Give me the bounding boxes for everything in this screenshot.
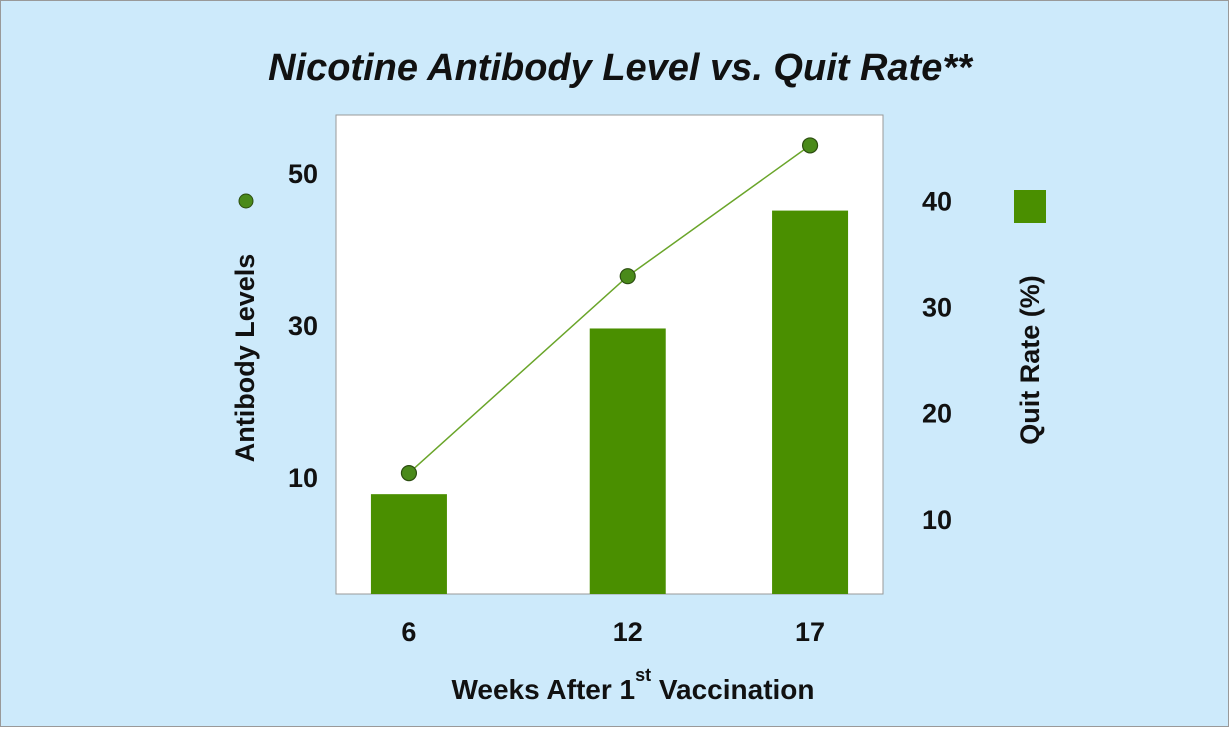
x-label-sup: st xyxy=(635,665,651,685)
y-tick-label: 30 xyxy=(288,311,318,341)
legend-marker xyxy=(1014,190,1046,223)
y-axis-label: Antibody Levels xyxy=(230,254,260,463)
point xyxy=(801,137,819,154)
point xyxy=(619,268,636,285)
y2-axis-label: Quit Rate (%) xyxy=(1015,275,1045,445)
x-label-part: Weeks After 1 xyxy=(451,674,635,705)
chart-title: Nicotine Antibody Level vs. Quit Rate** xyxy=(268,47,974,89)
bar xyxy=(370,494,447,594)
bar xyxy=(772,210,849,594)
y2-tick-label: 10 xyxy=(922,505,952,535)
y2-tick-label: 40 xyxy=(922,186,952,216)
x-label-part: Vaccination xyxy=(651,674,814,705)
bar xyxy=(589,328,666,594)
x-tick-label: 17 xyxy=(795,617,825,647)
point xyxy=(400,465,418,482)
y-tick-label: 50 xyxy=(288,159,318,189)
y-tick-label: 10 xyxy=(288,463,318,493)
y2-tick-label: 30 xyxy=(922,292,952,322)
y2-tick-label: 20 xyxy=(922,399,952,429)
x-axis-label: Weeks After 1st Vaccination xyxy=(451,665,814,706)
x-tick-label: 6 xyxy=(401,617,416,647)
x-tick-label: 12 xyxy=(613,617,643,647)
legend-marker xyxy=(238,193,254,209)
